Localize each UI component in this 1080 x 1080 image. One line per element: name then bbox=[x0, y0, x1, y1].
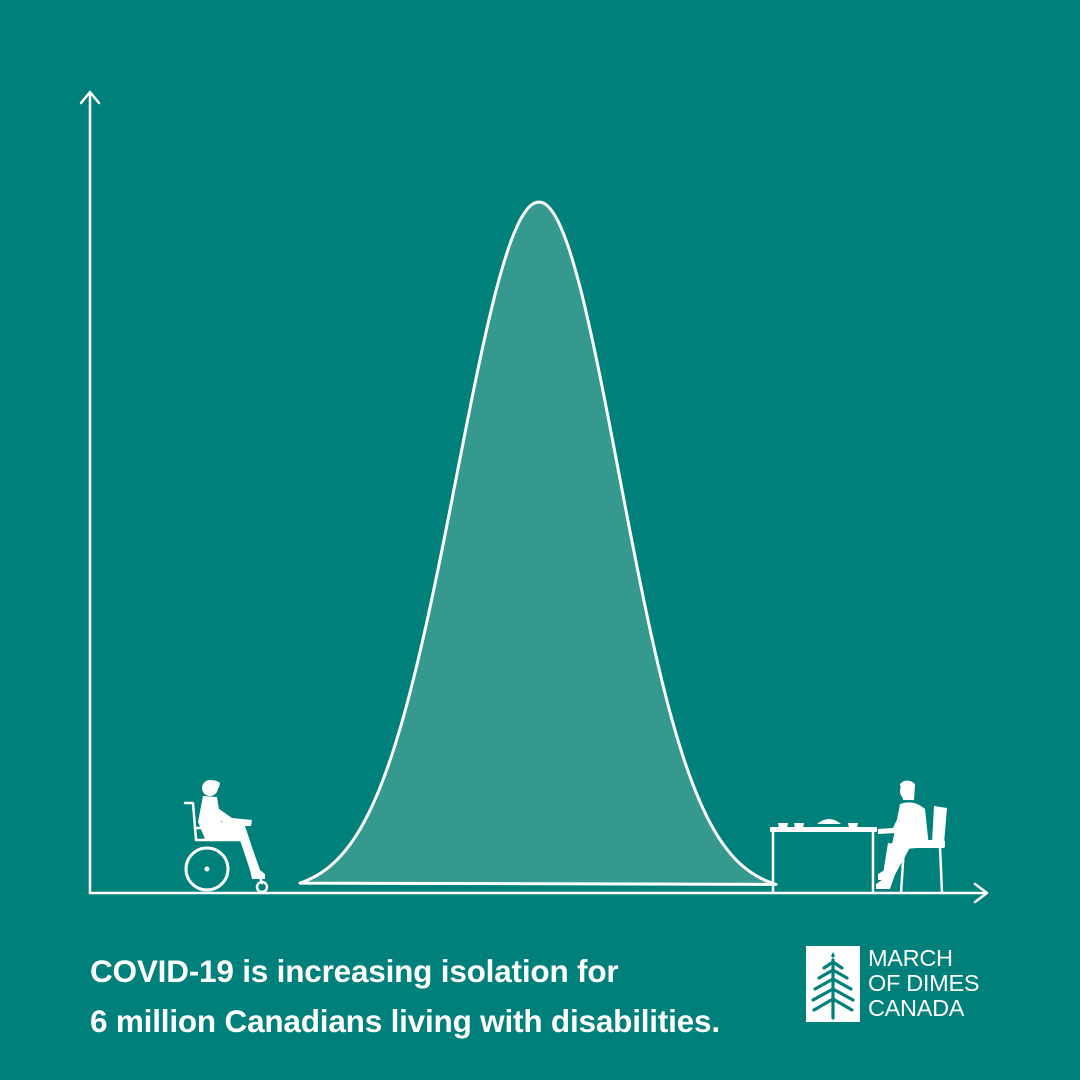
maple-tree-mark-icon bbox=[806, 946, 860, 1022]
chart-axes bbox=[79, 90, 989, 904]
caption-line-1: COVID-19 is increasing isolation for bbox=[90, 953, 619, 989]
logo-line-3: CANADA bbox=[868, 995, 965, 1021]
caption-line-2: 6 million Canadians living with disabili… bbox=[90, 1003, 720, 1039]
logo-line-1: MARCH bbox=[868, 945, 953, 971]
caption: COVID-19 is increasing isolation for 6 m… bbox=[90, 946, 780, 1046]
x-axis-arrow-icon bbox=[973, 882, 989, 904]
y-axis-arrow-icon bbox=[79, 90, 101, 105]
person-at-table-icon bbox=[770, 780, 947, 895]
logo-wordmark: MARCH OF DIMES CANADA bbox=[868, 946, 979, 1021]
isolation-bell-curve bbox=[298, 200, 778, 886]
march-of-dimes-logo: MARCH OF DIMES CANADA bbox=[806, 946, 996, 1026]
logo-line-2: OF DIMES bbox=[868, 970, 980, 996]
wheelchair-person-icon bbox=[183, 780, 269, 894]
